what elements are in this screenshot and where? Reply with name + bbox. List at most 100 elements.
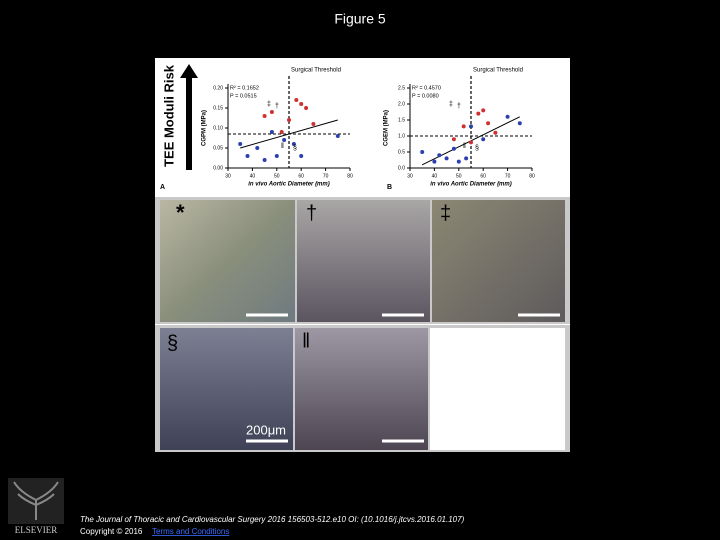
y-tick-label: 0.15	[213, 105, 223, 111]
data-point	[437, 153, 442, 158]
x-tick-label: 50	[274, 173, 280, 179]
x-tick-label: 70	[505, 173, 511, 179]
x-tick-label: 30	[225, 173, 231, 179]
y-axis-label: CGEM (MPa)	[384, 110, 390, 146]
x-axis-label: in vivo Aortic Diameter (mm)	[430, 182, 511, 188]
x-tick-label: 40	[250, 173, 256, 179]
histology-label: †	[306, 202, 317, 224]
stat-label: P = 0.0080	[412, 93, 439, 99]
threshold-label: Surgical Threshold	[291, 68, 341, 74]
data-point	[262, 158, 267, 162]
risk-arrow-head	[180, 64, 198, 78]
side-label-box	[160, 60, 180, 172]
data-point	[476, 111, 481, 116]
data-point	[469, 124, 473, 129]
histology-image	[160, 328, 293, 450]
x-tick-label: 50	[456, 173, 462, 179]
data-point	[481, 108, 486, 113]
histology-image	[297, 200, 430, 322]
data-point	[517, 121, 522, 126]
histology-label: §	[167, 332, 178, 354]
side-label: TEE Moduli Risk	[161, 64, 176, 167]
data-point	[245, 154, 250, 158]
symbol-label: §	[293, 145, 297, 152]
symbol-label: †	[457, 103, 461, 110]
data-point	[464, 156, 469, 161]
data-point	[299, 154, 304, 158]
data-point	[294, 98, 299, 102]
x-tick-label: 40	[432, 173, 438, 179]
symbol-label: ‡	[449, 101, 453, 108]
y-tick-label: 0.0	[398, 165, 405, 171]
data-point	[420, 150, 425, 154]
data-point	[493, 130, 498, 135]
y-tick-label: 2.0	[398, 101, 405, 107]
histology-image	[295, 328, 428, 450]
data-point	[262, 114, 267, 118]
symbol-label: †	[275, 103, 279, 110]
symbol-label: ‡	[267, 101, 271, 108]
data-point	[461, 124, 466, 129]
x-tick-label: 30	[407, 173, 413, 179]
x-tick-label: 60	[298, 173, 304, 179]
histology-label: *	[176, 200, 185, 225]
data-point	[282, 138, 287, 142]
data-point	[238, 142, 243, 146]
y-tick-label: 0.5	[398, 149, 405, 155]
x-tick-label: 80	[347, 173, 353, 179]
data-point	[451, 146, 456, 151]
data-point	[505, 114, 510, 119]
data-point	[456, 159, 461, 164]
citation: The Journal of Thoracic and Cardiovascul…	[80, 515, 465, 524]
data-point	[486, 121, 491, 126]
y-tick-label: 1.5	[398, 117, 405, 123]
data-point	[444, 156, 449, 161]
data-point	[469, 140, 473, 145]
y-tick-label: 0.20	[213, 85, 223, 91]
stat-label: P = 0.0515	[230, 93, 257, 99]
copyright: Copyright © 2016	[80, 527, 143, 536]
panel-label: A	[160, 184, 165, 191]
y-axis-label: CGPM (MPa)	[202, 110, 208, 146]
y-tick-label: 0.00	[213, 165, 223, 171]
threshold-label: Surgical Threshold	[473, 68, 523, 74]
symbol-label: §	[475, 145, 479, 152]
y-tick-label: 0.10	[213, 125, 223, 131]
x-tick-label: 80	[529, 173, 535, 179]
stat-label: R² = 0.1652	[230, 85, 259, 91]
data-point	[481, 137, 486, 142]
publisher-logo	[8, 478, 64, 524]
data-point	[255, 146, 260, 150]
y-tick-label: 1.0	[398, 133, 405, 139]
histology-label: ‖	[302, 330, 310, 352]
data-point	[287, 118, 291, 122]
publisher-name: ELSEVIER	[15, 525, 58, 535]
terms-link[interactable]: Terms and Conditions	[152, 527, 229, 536]
histology-image	[160, 200, 295, 322]
panel-label: B	[387, 184, 392, 191]
figure-title: Figure 5	[334, 11, 386, 27]
y-tick-label: 2.5	[398, 85, 405, 91]
data-point	[291, 142, 296, 146]
x-tick-label: 70	[323, 173, 329, 179]
data-point	[299, 102, 304, 106]
symbol-label: ‖	[463, 143, 466, 150]
scale-label: 200μm	[246, 422, 286, 437]
data-point	[432, 159, 437, 164]
histology-image	[432, 200, 565, 322]
histology-blank	[430, 328, 565, 450]
stat-label: R² = 0.4570	[412, 85, 441, 91]
data-point	[269, 130, 274, 134]
data-point	[311, 122, 316, 126]
data-point	[304, 106, 309, 110]
y-tick-label: 0.05	[213, 145, 223, 151]
data-point	[274, 154, 279, 158]
data-point	[335, 134, 340, 138]
histology-label: ‡	[440, 202, 451, 224]
scale-bars	[246, 313, 560, 443]
x-axis-label: in vivo Aortic Diameter (mm)	[248, 182, 329, 188]
x-tick-label: 60	[480, 173, 486, 179]
data-point	[279, 130, 284, 134]
trend-line	[240, 119, 338, 149]
